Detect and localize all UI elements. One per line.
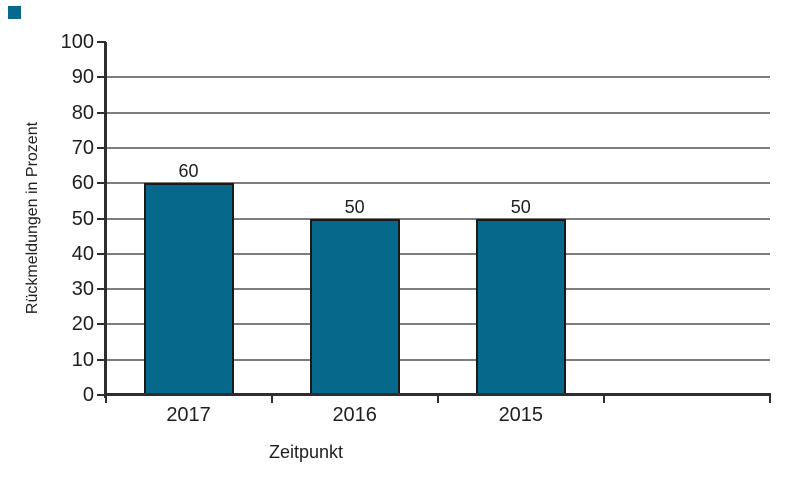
y-tick-label: 80 (71, 101, 94, 124)
x-tick (270, 395, 273, 403)
x-category-label: 2017 (166, 404, 211, 426)
bar-2017 (143, 183, 234, 396)
y-tick (97, 111, 106, 114)
y-tick-label: 40 (71, 242, 94, 265)
y-tick-label: 90 (71, 66, 94, 89)
x-tick (104, 395, 107, 403)
y-tick (97, 76, 106, 79)
y-tick (97, 358, 106, 361)
y-tick (97, 394, 106, 396)
y-gridline (106, 146, 770, 149)
bar-2016 (309, 218, 400, 396)
x-axis-line (104, 393, 771, 396)
bar-2015 (475, 218, 566, 396)
y-tick-label: 10 (71, 348, 94, 371)
y-gridline (106, 323, 770, 326)
y-tick (97, 323, 106, 326)
y-gridline (106, 182, 770, 185)
y-tick (97, 288, 106, 291)
y-gridline (106, 288, 770, 291)
y-tick-label: 100 (60, 31, 94, 53)
y-tick (97, 252, 106, 255)
bar-value-label: 60 (178, 161, 199, 182)
y-gridline (106, 111, 770, 114)
y-tick-label: 50 (71, 207, 94, 230)
y-axis-line (104, 42, 107, 398)
y-tick-label: 30 (71, 278, 94, 301)
y-gridline (106, 76, 770, 79)
y-tick-label: 70 (71, 136, 94, 159)
x-tick (436, 395, 439, 403)
x-tick (769, 395, 771, 403)
x-axis-title: Zeitpunkt (268, 442, 344, 462)
y-tick-label: 20 (71, 313, 94, 336)
y-tick (97, 217, 106, 220)
y-tick (97, 146, 106, 149)
y-gridline (106, 358, 770, 361)
y-tick-label: 60 (71, 172, 94, 195)
corner-accent-square (8, 6, 21, 19)
y-tick (97, 182, 106, 185)
x-tick (602, 395, 605, 403)
x-category-label: 2015 (498, 404, 544, 426)
y-tick (97, 41, 106, 43)
y-gridline (106, 252, 770, 255)
x-category-label: 2016 (332, 404, 377, 426)
y-tick-label: 0 (82, 384, 94, 406)
bar-value-label: 50 (510, 196, 531, 217)
bar-value-label: 50 (344, 196, 365, 217)
y-gridline (106, 217, 770, 220)
